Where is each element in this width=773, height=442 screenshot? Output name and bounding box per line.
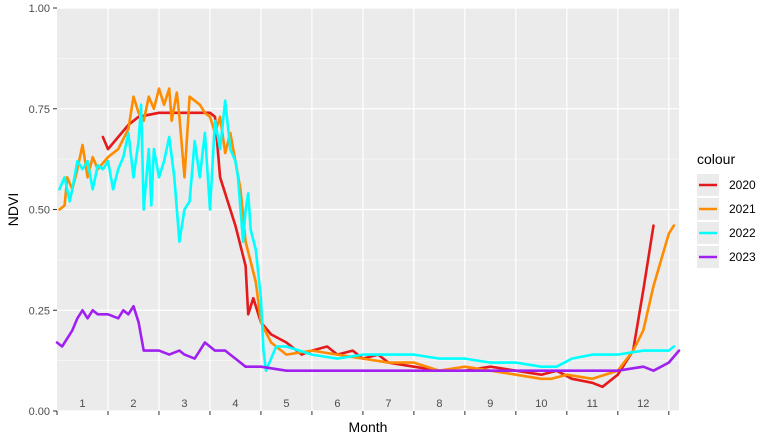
y-tick-label: 0.00 <box>29 406 50 418</box>
x-tick-label: 11 <box>587 398 598 410</box>
legend-title: colour <box>697 151 735 167</box>
grid-lines <box>57 7 679 412</box>
series-lines <box>55 87 681 389</box>
y-axis-title: NDVI <box>5 193 21 226</box>
legend: colour 2020 2021 2022 2023 <box>697 151 756 268</box>
x-tick-label: 9 <box>487 398 493 410</box>
legend-label-2022: 2022 <box>729 226 756 240</box>
y-tick-label: 0.25 <box>29 305 50 317</box>
x-tick-label: 10 <box>535 398 547 410</box>
x-tick-label: 12 <box>637 398 649 410</box>
x-tick-label: 2 <box>130 398 136 410</box>
series-line-2023 <box>55 304 681 373</box>
y-tick-label: 0.50 <box>29 205 50 217</box>
x-tick-label: 4 <box>232 398 238 410</box>
series-line-2022 <box>58 99 676 373</box>
x-axis-title: Month <box>349 419 388 435</box>
x-tick-label: 8 <box>436 398 442 410</box>
y-tick-label: 0.75 <box>29 104 50 116</box>
x-tick-label: 1 <box>79 398 85 410</box>
series-line-2021 <box>58 87 676 381</box>
legend-label-2020: 2020 <box>729 178 756 192</box>
x-tick-label: 3 <box>181 398 187 410</box>
x-tick-label: 6 <box>334 398 340 410</box>
legend-label-2023: 2023 <box>729 250 756 264</box>
x-tick-label: 5 <box>283 398 289 410</box>
y-tick-label: 1.00 <box>29 3 50 15</box>
series-line-2020 <box>101 111 655 389</box>
axes: 0.000.250.500.751.001 2 3 4 5 6 7 8 9 10 11 12 <box>29 3 670 418</box>
legend-label-2021: 2021 <box>729 202 756 216</box>
x-tick-label: 7 <box>385 398 391 410</box>
